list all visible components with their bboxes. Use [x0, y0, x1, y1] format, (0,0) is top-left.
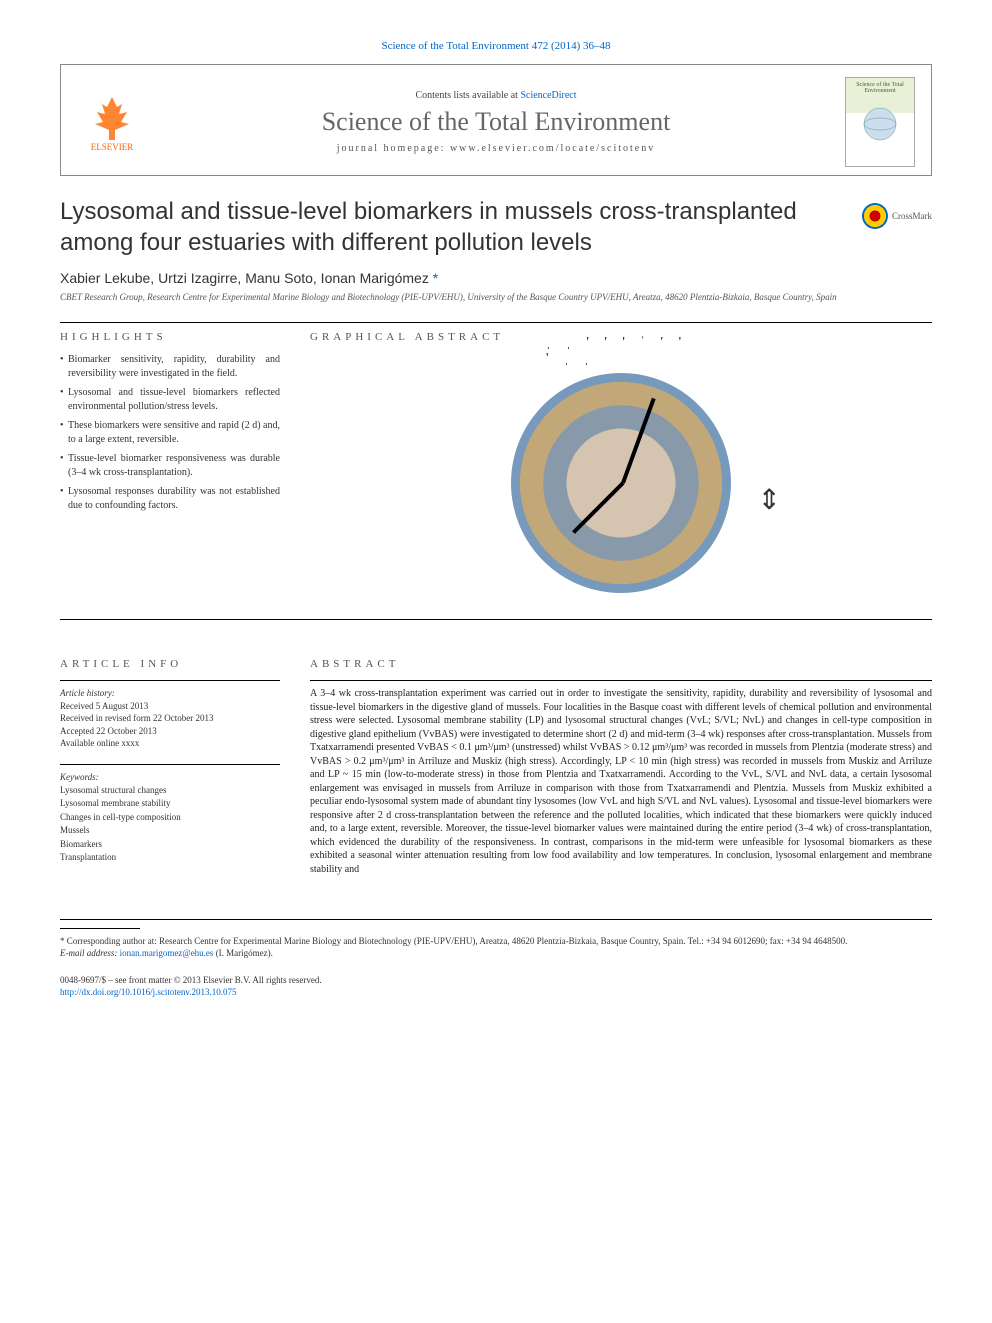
- history-label: Article history:: [60, 688, 115, 698]
- highlight-item: Tissue-level biomarker responsiveness wa…: [60, 452, 280, 479]
- email-suffix: (I. Marigómez).: [213, 948, 272, 958]
- email-link[interactable]: ionan.marigomez@ehu.es: [120, 948, 214, 958]
- email-line: E-mail address: ionan.marigomez@ehu.es (…: [60, 947, 932, 960]
- graphical-abstract: ˌ ˌ ' ' ' ˈ ' ' ' ˌ ˌ ⇕: [310, 353, 932, 613]
- highlights-label: HIGHLIGHTS: [60, 331, 280, 343]
- abstract-rule: [310, 680, 932, 681]
- crossmark-icon: [862, 203, 888, 229]
- footer: * Corresponding author at: Research Cent…: [60, 919, 932, 999]
- ga-clock-ticks: ˌ ˌ ' ' ' ˈ ' ' ' ˌ ˌ: [546, 335, 696, 367]
- rule-mid: [60, 619, 932, 620]
- header-center: Contents lists available at ScienceDirec…: [163, 90, 829, 154]
- highlight-item: Lysosomal responses durability was not e…: [60, 485, 280, 512]
- keyword: Biomarkers: [60, 839, 102, 849]
- keyword: Lysosomal structural changes: [60, 785, 166, 795]
- ga-circle: [511, 373, 731, 593]
- issn-line: 0048-9697/$ – see front matter © 2013 El…: [60, 974, 932, 987]
- history-item: Accepted 22 October 2013: [60, 726, 157, 736]
- highlight-item: Biomarker sensitivity, rapidity, durabil…: [60, 353, 280, 380]
- highlights-list: Biomarker sensitivity, rapidity, durabil…: [60, 353, 280, 512]
- keyword: Changes in cell-type composition: [60, 812, 181, 822]
- contents-prefix: Contents lists available at: [415, 90, 520, 101]
- crossmark-badge[interactable]: CrossMark: [862, 196, 932, 236]
- rule-top: [60, 322, 932, 323]
- article-history-block: Article history: Received 5 August 2013 …: [60, 687, 280, 750]
- homepage-url: www.elsevier.com/locate/scitotenv: [450, 143, 655, 154]
- ga-arrow-icon: ⇕: [758, 483, 781, 517]
- title-row: Lysosomal and tissue-level biomarkers in…: [60, 196, 932, 258]
- article-title: Lysosomal and tissue-level biomarkers in…: [60, 196, 850, 258]
- ga-clock-hand: [572, 482, 624, 534]
- cover-title: Science of the Total Environment: [846, 82, 914, 94]
- highlights-ga-row: HIGHLIGHTS Biomarker sensitivity, rapidi…: [60, 331, 932, 613]
- ga-image: ˌ ˌ ' ' ' ˈ ' ' ' ˌ ˌ ⇕: [471, 353, 771, 613]
- article-info-label: ARTICLE INFO: [60, 658, 280, 670]
- graphical-abstract-column: GRAPHICAL ABSTRACT ˌ ˌ ' ' ' ˈ ' ' ' ˌ ˌ…: [310, 331, 932, 613]
- email-label: E-mail address:: [60, 948, 120, 958]
- homepage-line: journal homepage: www.elsevier.com/locat…: [163, 143, 829, 154]
- authors-line: Xabier Lekube, Urtzi Izagirre, Manu Soto…: [60, 270, 932, 286]
- journal-header-box: ELSEVIER Contents lists available at Sci…: [60, 64, 932, 176]
- affiliation: CBET Research Group, Research Centre for…: [60, 292, 932, 304]
- keyword: Lysosomal membrane stability: [60, 798, 170, 808]
- crossmark-label: CrossMark: [892, 211, 932, 221]
- history-item: Received in revised form 22 October 2013: [60, 713, 213, 723]
- abstract-text: A 3–4 wk cross-transplantation experimen…: [310, 687, 932, 876]
- top-citation: Science of the Total Environment 472 (20…: [60, 40, 932, 52]
- article-info-column: ARTICLE INFO Article history: Received 5…: [60, 658, 280, 879]
- publisher-name: ELSEVIER: [91, 142, 134, 152]
- keywords-block: Keywords: Lysosomal structural changes L…: [60, 771, 280, 865]
- highlight-item: These biomarkers were sensitive and rapi…: [60, 419, 280, 446]
- abstract-label: ABSTRACT: [310, 658, 932, 670]
- citation-link[interactable]: Science of the Total Environment 472 (20…: [381, 40, 610, 52]
- history-item: Received 5 August 2013: [60, 701, 148, 711]
- info-rule: [60, 764, 280, 765]
- keywords-list: Lysosomal structural changes Lysosomal m…: [60, 784, 280, 865]
- homepage-prefix: journal homepage:: [337, 143, 450, 154]
- ga-clock-hand: [621, 398, 656, 484]
- doi-link[interactable]: http://dx.doi.org/10.1016/j.scitotenv.20…: [60, 987, 237, 997]
- sciencedirect-link[interactable]: ScienceDirect: [520, 90, 576, 101]
- abstract-column: ABSTRACT A 3–4 wk cross-transplantation …: [310, 628, 932, 879]
- journal-name: Science of the Total Environment: [163, 107, 829, 137]
- info-rule: [60, 680, 280, 681]
- elsevier-tree-icon: [87, 92, 137, 142]
- corresponding-note: * Corresponding author at: Research Cent…: [60, 935, 932, 948]
- authors-names: Xabier Lekube, Urtzi Izagirre, Manu Soto…: [60, 270, 433, 286]
- cover-globe-icon: [855, 94, 905, 144]
- copyright-block: 0048-9697/$ – see front matter © 2013 El…: [60, 974, 932, 999]
- contents-line: Contents lists available at ScienceDirec…: [163, 90, 829, 101]
- keyword: Transplantation: [60, 852, 116, 862]
- journal-cover-thumbnail: Science of the Total Environment: [845, 77, 915, 167]
- elsevier-logo: ELSEVIER: [77, 82, 147, 162]
- highlight-item: Lysosomal and tissue-level biomarkers re…: [60, 386, 280, 413]
- corresponding-marker: *: [433, 270, 438, 286]
- info-abstract-row: ARTICLE INFO Article history: Received 5…: [60, 628, 932, 879]
- keyword: Mussels: [60, 825, 90, 835]
- history-item: Available online xxxx: [60, 738, 139, 748]
- keywords-label: Keywords:: [60, 772, 99, 782]
- footer-rule-short: [60, 928, 140, 929]
- highlights-column: HIGHLIGHTS Biomarker sensitivity, rapidi…: [60, 331, 280, 613]
